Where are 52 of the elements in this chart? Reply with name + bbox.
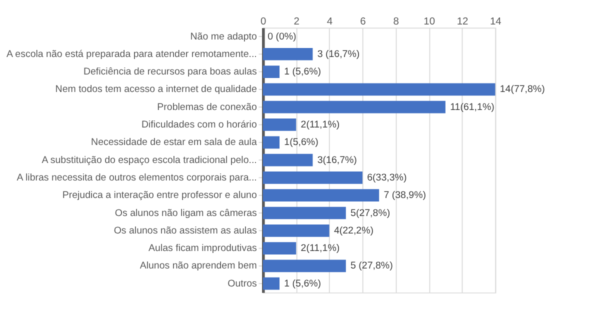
- y-tick-label: Os alunos não assistem as aulas: [114, 225, 258, 236]
- data-label: 7 (38,9%): [384, 190, 426, 202]
- y-tick-label: Aulas ficam improdutivas: [148, 243, 258, 254]
- data-label: 1 (5,6%): [284, 66, 322, 78]
- bar: [262, 83, 496, 96]
- x-tick-label: 14: [490, 16, 502, 28]
- y-tick-label: Alunos não aprendem bem: [140, 260, 257, 272]
- data-label: 2(11,1%): [300, 243, 340, 254]
- y-tick-label: Prejudica a interação entre professor e aluno: [62, 190, 258, 202]
- y-tick-label: Dificuldades com o horário: [141, 120, 258, 131]
- bar: [262, 172, 362, 184]
- bar: [262, 260, 346, 272]
- data-label: 2(11,1%): [300, 120, 340, 131]
- bar: [262, 206, 346, 220]
- bar: [262, 48, 313, 60]
- y-tick-label: Os alunos não ligam as câmeras: [114, 208, 258, 219]
- x-tick-label: 10: [424, 16, 436, 28]
- data-label: 5(27,8%): [350, 208, 390, 219]
- data-label: 11(61,1%): [450, 102, 494, 113]
- bar: [262, 118, 296, 131]
- y-tick-label: A libras necessita de outros elementos corporais para...: [16, 172, 257, 184]
- x-tick-label: 2: [294, 16, 300, 28]
- data-label: 1 (5,6%): [284, 278, 322, 290]
- data-label: 0 (0%): [268, 31, 296, 42]
- data-label: 5 (27,8%): [350, 260, 393, 272]
- bar: [262, 242, 296, 254]
- x-tick-label: 6: [360, 16, 366, 28]
- y-tick-label: Problemas de conexão: [157, 102, 258, 113]
- bar: [262, 136, 280, 149]
- data-label: 4(22,2%): [334, 225, 374, 236]
- bar: [262, 224, 330, 237]
- data-label: 3 (16,7%): [317, 48, 360, 60]
- y-tick-label: Não me adapto: [190, 31, 258, 42]
- data-label: 3(16,7%): [317, 154, 357, 166]
- bar: [262, 277, 280, 290]
- x-tick-label: 0: [260, 16, 267, 28]
- x-tick-label: 12: [456, 16, 468, 28]
- data-label: 14(77,8%): [500, 84, 545, 96]
- bar: [262, 189, 380, 202]
- y-tick-label: A escola não está preparada para atender remotamente...: [6, 48, 257, 60]
- bar: [262, 154, 313, 166]
- y-tick-label: Deficiência de recursos para boas aulas: [83, 66, 258, 78]
- y-tick-label: Outros: [228, 278, 258, 290]
- data-label: 6(33,3%): [367, 172, 407, 184]
- y-tick-label: Nem todos tem acesso a internet de qualidade: [55, 84, 257, 96]
- y-tick-label: A substituição do espaço escola tradicional pelo...: [42, 154, 257, 166]
- x-tick-label: 8: [393, 16, 400, 28]
- bar: [262, 100, 446, 114]
- bar: [262, 66, 280, 78]
- data-label: 1(5,6%): [284, 137, 318, 148]
- y-tick-label: Necessidade de estar em sala de aula: [91, 137, 258, 148]
- x-tick-label: 4: [326, 16, 333, 28]
